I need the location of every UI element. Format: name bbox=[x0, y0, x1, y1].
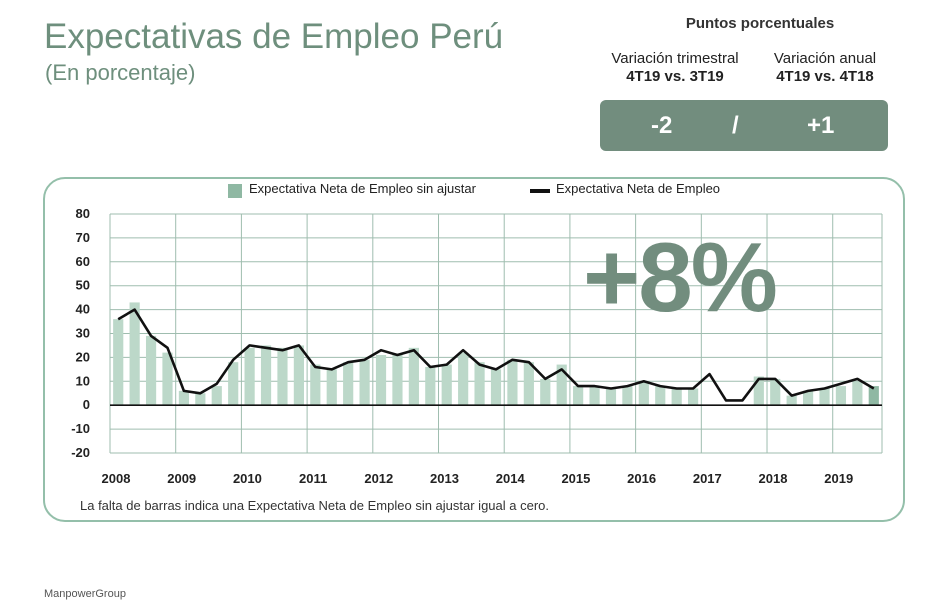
data-bar bbox=[622, 386, 633, 406]
x-tick-label: 2010 bbox=[233, 471, 262, 486]
x-tick-label: 2015 bbox=[561, 471, 590, 486]
data-bar bbox=[507, 359, 518, 406]
data-bar bbox=[392, 355, 403, 406]
data-bar bbox=[540, 378, 551, 406]
y-tick-label: 10 bbox=[76, 373, 90, 388]
data-bar bbox=[244, 347, 255, 406]
y-tick-label: 60 bbox=[76, 254, 90, 269]
data-bar bbox=[260, 345, 272, 406]
y-tick-label: 30 bbox=[76, 326, 90, 341]
y-tick-label: 80 bbox=[76, 206, 90, 221]
x-tick-label: 2016 bbox=[627, 471, 656, 486]
y-tick-label: 50 bbox=[76, 278, 90, 293]
legend-line-swatch bbox=[530, 189, 550, 193]
legend-bar-label: Expectativa Neta de Empleo sin ajustar bbox=[249, 181, 476, 196]
data-bar bbox=[852, 381, 863, 406]
annual-variation-compare: 4T19 vs. 4T18 bbox=[776, 68, 874, 85]
data-bar bbox=[343, 362, 354, 406]
value-separator: / bbox=[732, 112, 739, 139]
x-tick-label: 2013 bbox=[430, 471, 459, 486]
net-employment-outlook-value: +8% bbox=[583, 222, 778, 332]
data-bar bbox=[195, 393, 206, 406]
y-tick-label: 20 bbox=[76, 349, 90, 364]
data-bar bbox=[293, 345, 304, 406]
annual-variation-label: Variación anual bbox=[773, 50, 877, 67]
data-bar bbox=[868, 386, 879, 406]
data-bar bbox=[474, 362, 485, 406]
quarterly-value: -2 bbox=[651, 112, 673, 139]
y-tick-label: 0 bbox=[83, 397, 90, 412]
legend-bar-swatch bbox=[228, 184, 242, 198]
data-bar bbox=[425, 366, 436, 406]
y-tick-label: 70 bbox=[76, 230, 90, 245]
data-bar bbox=[310, 364, 321, 406]
x-tick-label: 2018 bbox=[759, 471, 788, 486]
data-bar bbox=[671, 388, 682, 406]
x-tick-label: 2017 bbox=[693, 471, 722, 486]
legend-line-label: Expectativa Neta de Empleo bbox=[556, 181, 721, 196]
x-tick-label: 2008 bbox=[102, 471, 131, 486]
brand-name: ManpowerGroup bbox=[44, 588, 126, 600]
data-bar bbox=[359, 359, 370, 406]
data-bar bbox=[145, 335, 157, 406]
points-value-box: -2 / +1 bbox=[600, 100, 888, 151]
quarterly-variation-compare: 4T19 vs. 3T19 bbox=[626, 68, 724, 85]
data-bar bbox=[211, 386, 222, 406]
data-bar bbox=[178, 390, 190, 406]
data-bar bbox=[688, 388, 699, 406]
y-tick-label: -20 bbox=[71, 445, 90, 460]
chart-frame bbox=[43, 177, 905, 522]
data-bar bbox=[655, 386, 666, 406]
x-tick-label: 2012 bbox=[364, 471, 393, 486]
series-line bbox=[117, 308, 875, 402]
data-bar bbox=[441, 364, 452, 406]
data-bar bbox=[228, 362, 239, 406]
data-bar bbox=[408, 347, 419, 406]
data-bar bbox=[589, 386, 600, 406]
data-bar bbox=[786, 395, 797, 406]
page-subtitle: (En porcentaje) bbox=[45, 60, 196, 85]
x-tick-label: 2019 bbox=[824, 471, 853, 486]
chart-footnote: La falta de barras indica una Expectativ… bbox=[80, 498, 549, 513]
data-bar bbox=[326, 369, 337, 406]
y-tick-label: -10 bbox=[71, 421, 90, 436]
x-tick-label: 2009 bbox=[167, 471, 196, 486]
quarterly-variation-label: Variación trimestral bbox=[611, 50, 739, 67]
x-tick-label: 2011 bbox=[299, 471, 327, 486]
quarterly-variation: Variación trimestral 4T19 vs. 3T19 bbox=[600, 50, 750, 86]
data-bar bbox=[129, 302, 140, 406]
page-title: Expectativas de Empleo Perú bbox=[44, 17, 504, 56]
data-bar bbox=[605, 388, 617, 406]
data-bar bbox=[819, 388, 830, 406]
data-bar bbox=[770, 378, 781, 406]
data-bar bbox=[753, 376, 764, 406]
annual-value: +1 bbox=[807, 112, 835, 139]
points-panel-heading: Puntos porcentuales bbox=[685, 15, 835, 32]
data-bar bbox=[835, 386, 847, 406]
annual-variation: Variación anual 4T19 vs. 4T18 bbox=[760, 50, 890, 86]
data-bar bbox=[375, 355, 387, 406]
data-bar bbox=[458, 352, 469, 406]
data-bar bbox=[162, 352, 173, 406]
data-bar bbox=[638, 381, 649, 406]
x-tick-label: 2014 bbox=[496, 471, 526, 486]
y-tick-label: 40 bbox=[76, 302, 90, 317]
data-bar bbox=[113, 319, 124, 406]
data-bar bbox=[556, 364, 567, 406]
data-bar bbox=[277, 347, 288, 406]
data-bar bbox=[490, 369, 502, 406]
data-bar bbox=[573, 386, 584, 406]
data-bar bbox=[523, 362, 534, 406]
data-bar bbox=[802, 390, 814, 406]
